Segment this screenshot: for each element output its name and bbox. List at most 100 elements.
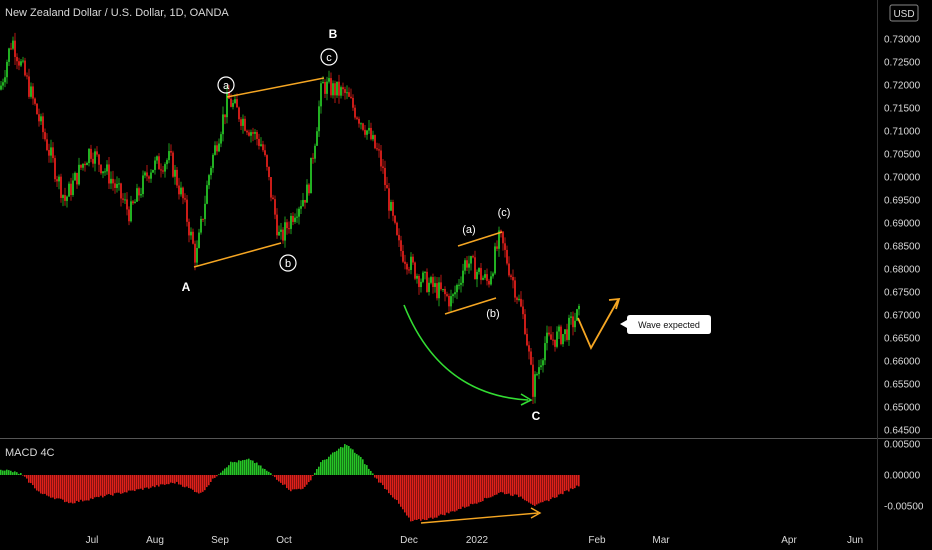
wave-label-paren-a: (a) xyxy=(462,224,475,236)
candle-body xyxy=(262,144,264,151)
candle-body xyxy=(494,246,496,274)
macd-bar xyxy=(544,475,546,501)
candle-body xyxy=(276,214,278,236)
price-tick-label: 0.72500 xyxy=(884,58,921,69)
candle-body xyxy=(280,229,282,232)
candle-body xyxy=(138,188,140,196)
macd-bar xyxy=(452,475,454,512)
macd-bar xyxy=(68,475,70,504)
macd-bar xyxy=(308,475,310,483)
candle-body xyxy=(444,289,446,295)
currency-badge[interactable]: USD xyxy=(889,4,919,22)
macd-bar xyxy=(212,475,214,479)
macd-bar xyxy=(376,475,378,479)
macd-bar xyxy=(232,462,234,475)
candle-body xyxy=(48,150,50,156)
candle-body xyxy=(0,85,2,90)
price-tick-label: 0.73000 xyxy=(884,35,921,46)
candle-body xyxy=(220,134,222,144)
candle-body xyxy=(458,284,460,286)
macd-bar xyxy=(462,475,464,507)
candle-body xyxy=(252,132,254,134)
macd-bar xyxy=(0,469,2,475)
trendline-wave-b-lower xyxy=(444,297,497,315)
candle-body xyxy=(272,197,274,200)
candle-body xyxy=(572,316,574,328)
macd-bar xyxy=(134,475,136,492)
projection-arrowhead xyxy=(608,297,621,310)
macd-bar xyxy=(136,475,138,490)
macd-bar xyxy=(536,475,538,505)
macd-bar xyxy=(114,475,116,494)
macd-bar xyxy=(226,467,228,475)
macd-bar xyxy=(208,475,210,486)
macd-pane[interactable]: MACD 4C xyxy=(0,444,580,524)
candle-body xyxy=(4,77,6,83)
candle-body xyxy=(122,198,124,200)
candle-body xyxy=(370,127,372,140)
candle-body xyxy=(158,156,160,170)
candle-body xyxy=(24,60,26,76)
candle-body xyxy=(366,130,368,135)
candle-body xyxy=(314,145,316,159)
macd-bar xyxy=(458,475,460,510)
macd-bar xyxy=(16,472,18,475)
trendline-a-b-lower xyxy=(193,242,282,268)
candle-body xyxy=(40,116,42,122)
candle-body xyxy=(214,145,216,155)
candle-body xyxy=(392,201,394,216)
macd-bar xyxy=(186,475,188,487)
candle-body xyxy=(358,118,360,124)
macd-bar xyxy=(182,475,184,487)
candle-body xyxy=(194,243,196,263)
candle-body xyxy=(170,151,172,153)
callout-wave-expected[interactable]: Wave expected xyxy=(620,315,711,334)
macd-bar xyxy=(158,475,160,487)
macd-bar xyxy=(80,475,82,500)
candle-body xyxy=(146,172,148,177)
candle-body xyxy=(88,148,90,163)
macd-axis[interactable]: 0.00500 0.00000 -0.00500 xyxy=(884,440,924,513)
candle-body xyxy=(188,221,190,236)
macd-bar xyxy=(290,475,292,492)
time-tick-label: Apr xyxy=(781,535,797,546)
candle-body xyxy=(332,83,334,96)
candle-body xyxy=(148,176,150,179)
macd-bar xyxy=(128,475,130,491)
candle-body xyxy=(552,339,554,341)
macd-bar xyxy=(204,475,206,491)
macd-bar xyxy=(422,475,424,520)
candle-body xyxy=(324,81,326,94)
time-axis[interactable]: Jul Aug Sep Oct Dec 2022 Feb Mar Apr Jun xyxy=(86,535,863,546)
time-tick-label: Oct xyxy=(276,535,292,546)
candle-body xyxy=(562,334,564,345)
macd-bar xyxy=(102,475,104,498)
price-axis[interactable]: 0.73000 0.72500 0.72000 0.71500 0.71000 0.705… xyxy=(884,35,921,437)
candle-body xyxy=(454,292,456,295)
macd-bar xyxy=(200,475,202,493)
macd-bar xyxy=(30,475,32,484)
candle-body xyxy=(356,117,358,119)
candle-body xyxy=(34,98,36,104)
price-pane[interactable]: A B C a b c (a) (b) (c) Wave expected xyxy=(0,27,711,423)
macd-bar xyxy=(264,468,266,475)
candle-body xyxy=(116,183,118,188)
macd-bar xyxy=(116,475,118,493)
macd-bar xyxy=(72,475,74,504)
candle-body xyxy=(196,247,198,263)
candle-body xyxy=(290,215,292,229)
candle-body xyxy=(192,231,194,244)
macd-bar xyxy=(464,475,466,508)
macd-bar xyxy=(6,469,8,475)
macd-bar xyxy=(234,461,236,475)
macd-bar xyxy=(456,475,458,511)
macd-bar xyxy=(228,465,230,475)
macd-bar xyxy=(90,475,92,499)
macd-bar xyxy=(492,475,494,497)
macd-bar xyxy=(338,448,340,475)
candle-body xyxy=(564,329,566,335)
candle-body xyxy=(322,81,324,84)
macd-bar xyxy=(274,475,276,478)
macd-bar xyxy=(160,475,162,485)
